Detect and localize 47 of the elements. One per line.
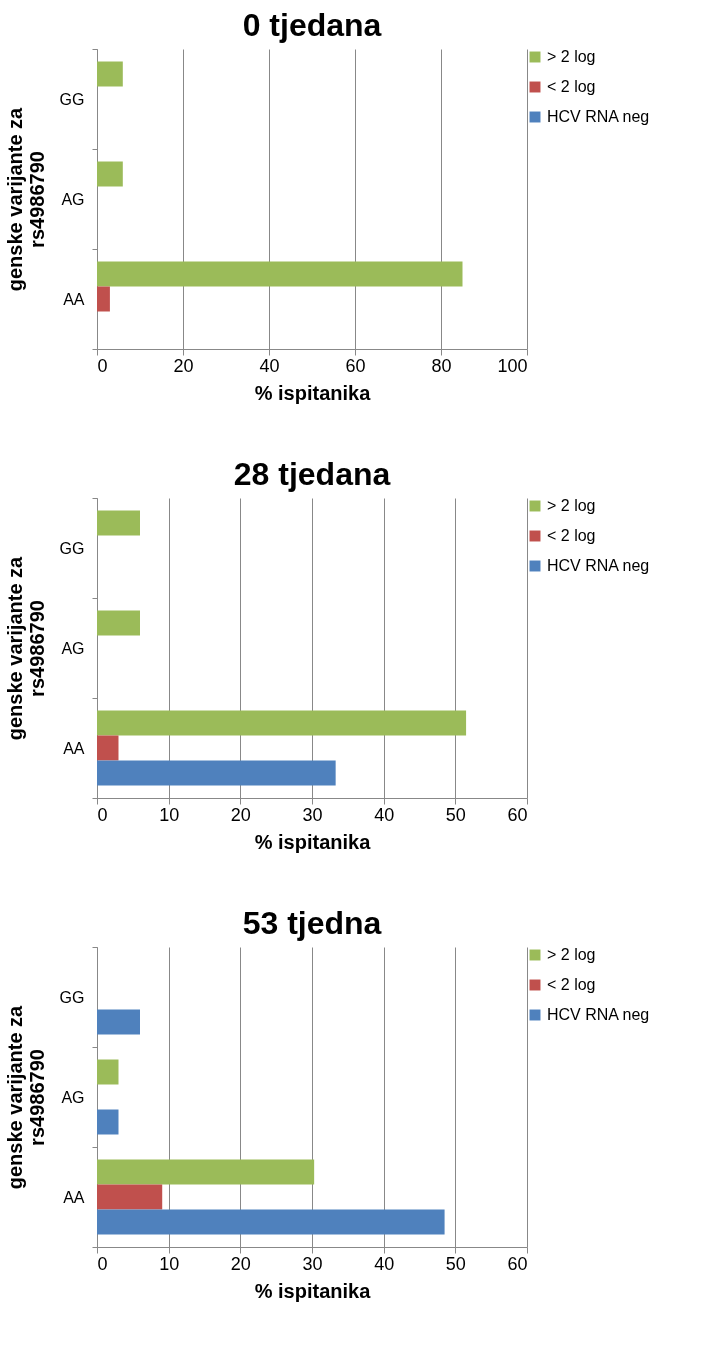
legend-label: < 2 log bbox=[547, 78, 596, 95]
x-axis-title: % ispitanika bbox=[254, 381, 372, 404]
x-tick-label: 40 bbox=[259, 355, 280, 376]
legend-label: HCV RNA neg bbox=[547, 108, 650, 125]
y-axis-title: genske varijante za rs4986790 bbox=[3, 106, 48, 292]
x-tick-label: 20 bbox=[230, 1253, 251, 1274]
y-tick-label: AA bbox=[63, 290, 85, 308]
chart-title: 0 tjedana bbox=[242, 7, 382, 43]
x-tick-label: 0 bbox=[97, 804, 108, 825]
legend-label: > 2 log bbox=[547, 946, 596, 963]
x-tick-label: 20 bbox=[230, 804, 251, 825]
legend-label: < 2 log bbox=[547, 527, 596, 544]
legend-label: HCV RNA neg bbox=[547, 1006, 650, 1023]
y-tick-label: GG bbox=[59, 90, 85, 108]
chart-title: 53 tjedna bbox=[242, 905, 382, 941]
x-tick-label: 50 bbox=[445, 1253, 466, 1274]
x-tick-label: 80 bbox=[431, 355, 452, 376]
x-tick-label: 100 bbox=[497, 355, 528, 376]
legend-label: > 2 log bbox=[547, 497, 596, 514]
legend-label: < 2 log bbox=[547, 976, 596, 993]
x-tick-label: 60 bbox=[507, 804, 528, 825]
y-tick-label: AA bbox=[63, 739, 85, 757]
y-tick-label: AA bbox=[63, 1188, 85, 1206]
x-tick-label: 10 bbox=[159, 804, 180, 825]
x-tick-label: 60 bbox=[345, 355, 366, 376]
y-tick-label: GG bbox=[59, 988, 85, 1006]
x-tick-label: 10 bbox=[159, 1253, 180, 1274]
legend-label: > 2 log bbox=[547, 48, 596, 65]
x-tick-label: 20 bbox=[173, 355, 194, 376]
y-axis-title: genske varijante za rs4986790 bbox=[3, 1004, 48, 1190]
y-axis-title: genske varijante za rs4986790 bbox=[3, 555, 48, 741]
x-tick-label: 50 bbox=[445, 804, 466, 825]
x-axis-title: % ispitanika bbox=[254, 1279, 372, 1302]
y-tick-label: AG bbox=[61, 190, 85, 208]
legend-label: HCV RNA neg bbox=[547, 557, 650, 574]
x-tick-label: 0 bbox=[97, 1253, 108, 1274]
x-axis-title: % ispitanika bbox=[254, 830, 372, 853]
x-tick-label: 30 bbox=[302, 804, 323, 825]
x-tick-label: 40 bbox=[374, 804, 395, 825]
y-tick-label: AG bbox=[61, 1088, 85, 1106]
y-tick-label: AG bbox=[61, 639, 85, 657]
x-tick-label: 0 bbox=[97, 355, 108, 376]
x-tick-label: 30 bbox=[302, 1253, 323, 1274]
y-tick-label: GG bbox=[59, 539, 85, 557]
x-tick-label: 60 bbox=[507, 1253, 528, 1274]
chart-title: 28 tjedana bbox=[233, 456, 391, 492]
x-tick-label: 40 bbox=[374, 1253, 395, 1274]
